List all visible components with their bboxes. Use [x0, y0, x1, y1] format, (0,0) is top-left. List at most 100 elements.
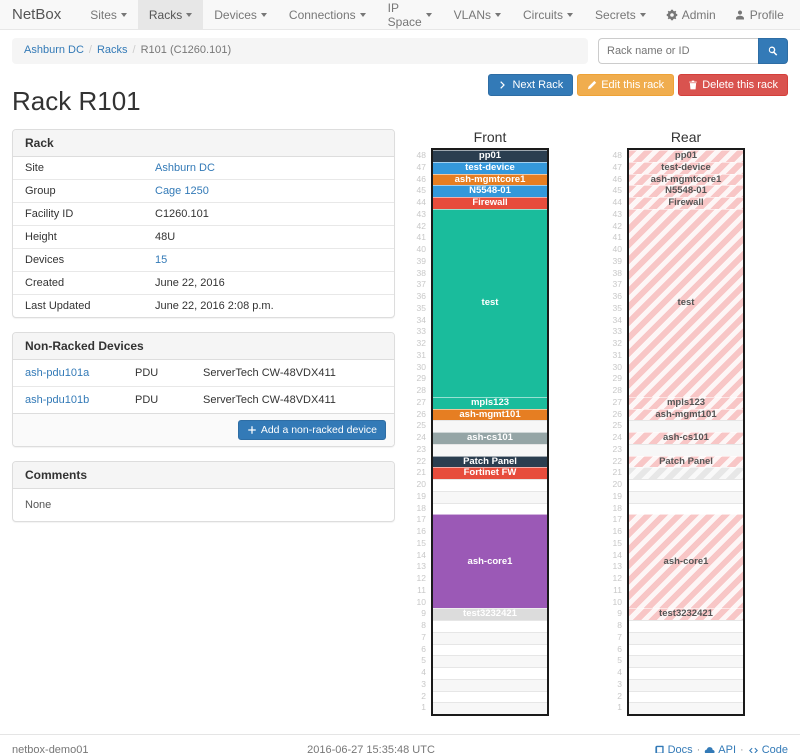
rack-unit-ash-mgmtcore1-rear[interactable]: ash-mgmtcore1	[629, 173, 743, 186]
unit-number: 40	[612, 244, 622, 254]
unit-number: 11	[613, 584, 622, 595]
next-rack-button[interactable]: Next Rack	[488, 74, 574, 96]
nav-item-circuits[interactable]: Circuits	[512, 0, 584, 29]
rack-unit-empty	[433, 479, 547, 491]
attr-value-devices[interactable]: 15	[155, 254, 168, 266]
unit-number: 14	[416, 549, 426, 560]
footer-link-docs[interactable]: Docs	[654, 744, 693, 753]
footer-link-code[interactable]: Code	[748, 744, 788, 753]
attr-value-group[interactable]: Cage 1250	[155, 185, 209, 197]
rack-unit-ash-core1-rear[interactable]: ash-core1	[629, 514, 743, 609]
edit-rack-button[interactable]: Edit this rack	[577, 74, 675, 96]
chevron-right-icon	[500, 81, 506, 89]
nav-item-label: Profile	[749, 7, 784, 22]
rack-unit-empty	[629, 443, 743, 456]
rack-unit-fortinet-fw-rear[interactable]	[629, 467, 743, 479]
rack-unit-n5548-01-rear[interactable]: N5548-01	[629, 185, 743, 197]
nav-item-connections[interactable]: Connections	[278, 0, 377, 29]
unit-number: 19	[416, 490, 426, 501]
rack-unit-firewall-front[interactable]: Firewall	[433, 197, 547, 209]
admin-nav-item[interactable]: Admin	[657, 0, 725, 29]
gear-icon	[666, 9, 677, 20]
rack-unit-test3232421-front[interactable]: test3232421	[433, 608, 547, 620]
chevron-down-icon	[260, 12, 267, 17]
unit-number: 1	[617, 702, 622, 713]
app-brand[interactable]: NetBox	[12, 6, 62, 23]
rack-unit-patch-panel-rear[interactable]: Patch Panel	[629, 455, 743, 468]
unit-number: 16	[612, 526, 622, 536]
unit-number: 12	[416, 573, 426, 583]
rack-unit-ash-core1-front[interactable]: ash-core1	[433, 514, 547, 609]
device-link-ash-pdu101b[interactable]: ash-pdu101b	[25, 394, 90, 406]
chevron-down-icon	[495, 12, 502, 17]
unit-number: 4	[617, 667, 622, 677]
nav-item-sites[interactable]: Sites	[79, 0, 138, 29]
rack-unit-ash-mgmtcore1-front[interactable]: ash-mgmtcore1	[433, 173, 547, 186]
rack-unit-empty	[629, 655, 743, 667]
rack-unit-pp01-rear[interactable]: pp01	[629, 150, 743, 162]
rack-unit-empty	[629, 678, 743, 691]
rack-unit-pp01-front[interactable]: pp01	[433, 150, 547, 162]
unit-number: 12	[612, 573, 622, 583]
trash-icon	[689, 80, 697, 90]
unit-number: 4	[421, 667, 426, 677]
device-link-ash-pdu101a[interactable]: ash-pdu101a	[25, 367, 90, 379]
search-input[interactable]	[598, 38, 758, 64]
rack-unit-empty	[629, 690, 743, 703]
nonracked-devices-panel: Non-Racked Devices ash-pdu101a PDU ServerT…	[12, 332, 395, 447]
attr-value-site[interactable]: Ashburn DC	[155, 162, 215, 174]
attr-label: Facility ID	[25, 208, 74, 220]
rack-unit-ash-cs101-front[interactable]: ash-cs101	[433, 432, 547, 444]
footer-links: Docs · API · Code	[654, 744, 788, 753]
unit-number: 46	[416, 173, 426, 184]
unit-number: 24	[416, 432, 426, 442]
rack-unit-n5548-01-front[interactable]: N5548-01	[433, 185, 547, 197]
rack-unit-mpls123-rear[interactable]: mpls123	[629, 396, 743, 409]
rack-unit-ash-mgmt101-front[interactable]: ash-mgmt101	[433, 408, 547, 421]
nav-item-label: Circuits	[523, 7, 564, 22]
rack-unit-test-front[interactable]: test	[433, 208, 547, 397]
unit-number: 2	[617, 690, 622, 701]
rack-unit-empty	[433, 502, 547, 515]
attr-label: Created	[25, 277, 65, 289]
rack-unit-ash-mgmt101-rear[interactable]: ash-mgmt101	[629, 408, 743, 421]
unit-number: 9	[617, 608, 622, 619]
breadcrumb-item-racks[interactable]: Racks	[96, 44, 128, 56]
rack-attr-row-height: Height 48U	[13, 225, 394, 248]
nav-item-devices[interactable]: Devices	[203, 0, 278, 29]
profile-nav-item[interactable]: Profile	[725, 0, 793, 29]
comments-value: None	[25, 499, 52, 511]
rack-unit-test-device-rear[interactable]: test-device	[629, 161, 743, 174]
rack-unit-test-device-front[interactable]: test-device	[433, 161, 547, 174]
rack-unit-fortinet-fw-front[interactable]: Fortinet FW	[433, 467, 547, 479]
search-button[interactable]	[758, 38, 788, 64]
unit-number: 29	[416, 373, 426, 384]
footer-link-api[interactable]: API	[704, 744, 736, 753]
log-out-nav-item[interactable]: Log out	[793, 0, 800, 29]
rack-unit-firewall-rear[interactable]: Firewall	[629, 197, 743, 209]
nav-item-secrets[interactable]: Secrets	[584, 0, 657, 29]
nav-item-label: Connections	[288, 7, 356, 22]
unit-number: 34	[612, 314, 622, 325]
rack-unit-empty	[629, 620, 743, 632]
attr-label: Devices	[25, 254, 65, 266]
attr-value-created: June 22, 2016	[155, 277, 225, 289]
breadcrumb-item-ashburn-dc[interactable]: Ashburn DC	[24, 44, 84, 56]
rack-unit-empty	[629, 420, 743, 432]
code-icon	[748, 747, 758, 753]
rack-unit-mpls123-front[interactable]: mpls123	[433, 396, 547, 409]
nav-item-ip-space[interactable]: IP Space	[377, 0, 443, 29]
attr-value-height: 48U	[155, 231, 176, 243]
rack-unit-test-rear[interactable]: test	[629, 208, 743, 397]
nav-item-vlans[interactable]: VLANs	[443, 0, 512, 29]
footer-link-separator: ·	[740, 744, 744, 753]
footer-link-label: API	[718, 744, 737, 753]
unit-number: 44	[612, 197, 622, 207]
nav-item-racks[interactable]: Racks	[137, 0, 204, 29]
rack-unit-test3232421-rear[interactable]: test3232421	[629, 608, 743, 620]
rack-unit-ash-cs101-rear[interactable]: ash-cs101	[629, 432, 743, 444]
add-nonracked-device-button[interactable]: Add a non-racked device	[237, 420, 386, 440]
rack-unit-patch-panel-front[interactable]: Patch Panel	[433, 455, 547, 468]
delete-rack-button[interactable]: Delete this rack	[678, 74, 788, 96]
unit-number: 38	[416, 267, 426, 278]
